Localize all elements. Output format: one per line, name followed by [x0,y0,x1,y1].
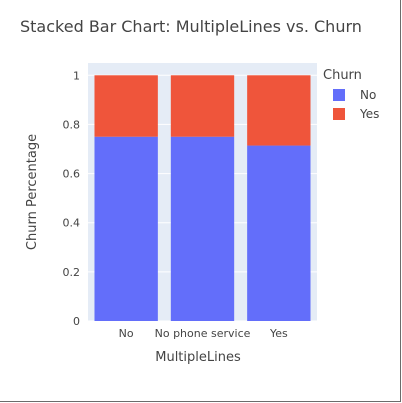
y-tick-label: 0.6 [63,168,81,181]
y-tick-labels: 0 0.2 0.4 0.6 0.8 1 [63,69,81,328]
x-tick-labels: No No phone service Yes [119,327,288,340]
legend-swatch-1 [333,108,345,120]
y-tick-label: 0 [73,315,80,328]
y-tick-label: 0.2 [63,266,81,279]
bar-yes-1 [170,75,235,137]
y-tick-label: 1 [73,69,80,82]
x-axis-label: MultipleLines [155,350,241,365]
y-tick-label: 0.8 [63,118,81,131]
legend: Churn No Yes [323,68,379,121]
bars-group [94,75,311,321]
y-axis-label: Churn Percentage [25,134,40,250]
legend-title: Churn [323,68,362,83]
bar-no-0 [94,136,158,321]
x-tick-label: No [119,327,134,340]
x-tick-label: Yes [269,327,288,340]
legend-swatch-0 [333,89,345,101]
legend-label-1: Yes [359,107,379,121]
bar-no-2 [247,145,311,321]
legend-label-0: No [360,88,376,102]
chart-title: Stacked Bar Chart: MultipleLines vs. Chu… [20,17,362,36]
bar-yes-2 [247,75,311,146]
bar-yes-0 [94,75,158,137]
bar-no-1 [170,136,235,321]
y-tick-label: 0.4 [63,217,81,230]
x-tick-label: No phone service [155,327,251,340]
